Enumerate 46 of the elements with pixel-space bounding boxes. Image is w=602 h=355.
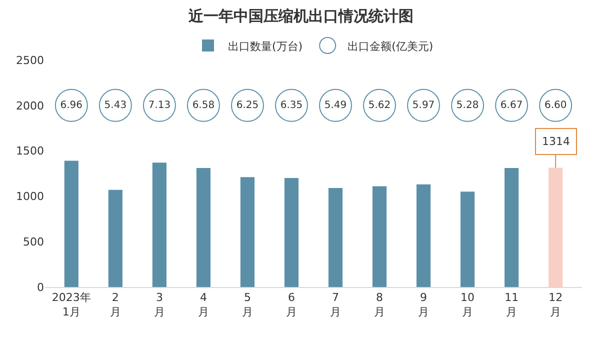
data-label: 6.25 xyxy=(236,100,259,111)
bar xyxy=(196,168,210,287)
x-tick-label: 10 月 xyxy=(460,291,475,318)
legend-label: 出口金额(亿美元) xyxy=(348,40,434,53)
data-label: 6.67 xyxy=(500,100,523,111)
bar xyxy=(64,160,78,287)
data-label: 1314 xyxy=(542,135,570,148)
bar xyxy=(460,192,475,287)
y-tick-label: 2000 xyxy=(16,99,44,112)
x-tick-label: 8 月 xyxy=(374,291,386,318)
data-label: 6.96 xyxy=(60,100,83,111)
bar xyxy=(372,186,387,287)
y-tick-label: 0 xyxy=(37,280,44,294)
data-label: 5.62 xyxy=(368,100,391,111)
y-tick-label: 1500 xyxy=(16,144,44,158)
x-tick-label: 2 月 xyxy=(110,291,121,318)
x-tick-label: 7 月 xyxy=(330,291,342,318)
x-tick-label: 2023年 1月 xyxy=(52,291,91,318)
bar xyxy=(152,162,166,287)
data-label: 5.49 xyxy=(324,100,347,111)
x-tick-label: 3 月 xyxy=(154,291,165,318)
bar xyxy=(240,177,255,287)
x-tick-label: 4 月 xyxy=(198,291,209,318)
x-tick-label: 5 月 xyxy=(242,291,253,318)
chart-title: 近一年中国压缩机出口情况统计图 xyxy=(188,7,414,26)
data-label: 5.97 xyxy=(412,100,435,111)
data-label: 6.58 xyxy=(192,100,215,111)
bar xyxy=(416,184,431,287)
x-tick-label: 12 月 xyxy=(548,291,563,318)
bar xyxy=(108,190,122,287)
bar xyxy=(504,168,519,287)
legend-label: 出口数量(万台) xyxy=(228,40,303,53)
data-label: 6.35 xyxy=(280,100,303,111)
y-tick-label: 1000 xyxy=(16,190,44,204)
x-tick-label: 11 月 xyxy=(504,291,519,318)
x-tick-label: 6 月 xyxy=(286,291,297,318)
x-tick-label: 9 月 xyxy=(418,291,430,318)
bar xyxy=(548,168,563,287)
y-tick-label: 500 xyxy=(23,235,44,248)
bar xyxy=(328,188,343,287)
data-label: 7.13 xyxy=(148,100,171,111)
data-label: 5.43 xyxy=(104,100,127,111)
bar xyxy=(284,178,299,287)
data-label: 6.60 xyxy=(544,100,567,111)
y-tick-label: 2500 xyxy=(16,54,44,67)
data-label: 5.28 xyxy=(456,100,479,111)
